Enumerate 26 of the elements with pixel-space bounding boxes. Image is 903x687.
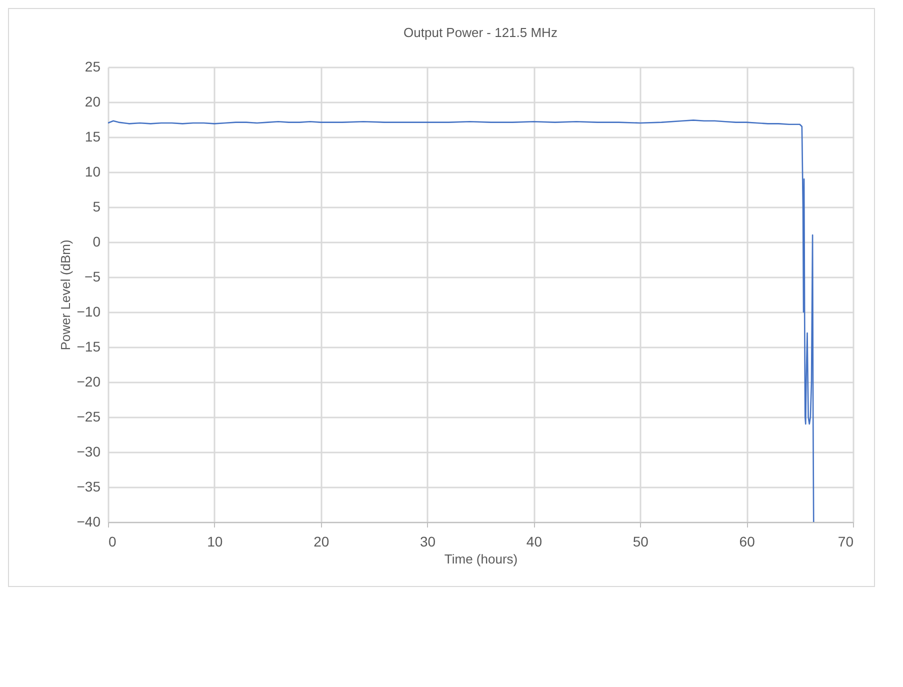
y-tick-label: −30 [76, 444, 101, 460]
y-axis-title: Power Level (dBm) [58, 240, 73, 350]
y-tick-label: −20 [76, 374, 101, 390]
x-tick-label: 60 [739, 534, 756, 550]
y-tick-label: 20 [84, 94, 101, 110]
x-tick-label: 20 [314, 534, 330, 550]
y-tick-label: −15 [76, 338, 101, 354]
y-tick-label: −10 [76, 304, 101, 320]
x-tick-label: 10 [207, 534, 223, 550]
chart-title: Output Power - 121.5 MHz [404, 25, 558, 40]
x-tick-label: 30 [420, 534, 436, 550]
y-tick-label: −5 [84, 268, 101, 284]
y-tick-label: −25 [76, 408, 101, 424]
x-tick-label: 40 [526, 534, 542, 550]
x-tick-label: 50 [632, 534, 649, 550]
line-series [108, 120, 814, 522]
y-tick-label: 0 [92, 234, 101, 250]
y-tick-label: 25 [84, 58, 101, 74]
x-tick-label: 70 [838, 534, 854, 550]
y-tick-label: 15 [84, 128, 101, 144]
x-axis-title: Time (hours) [444, 552, 518, 566]
y-tick-label: 10 [84, 164, 101, 180]
y-tick-label: −40 [76, 514, 101, 530]
y-tick-label: 5 [92, 198, 101, 214]
x-tick-label: 0 [108, 534, 116, 550]
y-tick-label: −35 [76, 478, 101, 494]
